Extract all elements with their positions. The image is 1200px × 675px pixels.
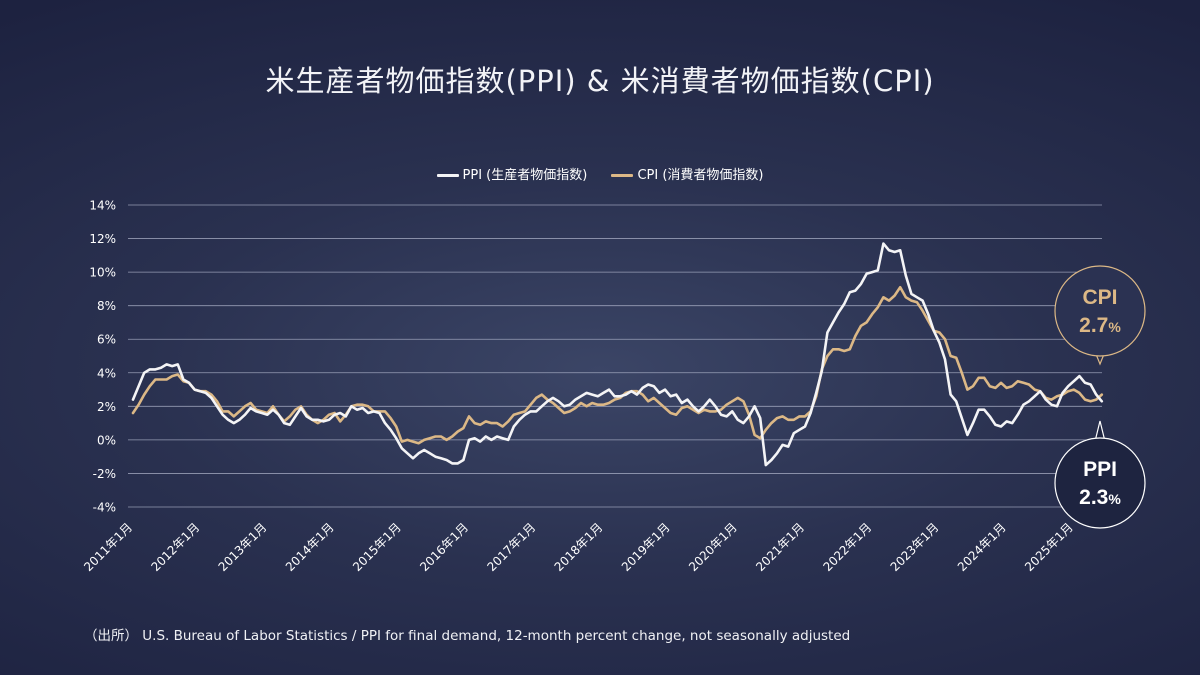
x-tick-label: 2012年1月 [148,520,202,574]
x-axis-ticks: 2011年1月 2012年1月 2013年1月 2014年1月 2015年1月 2016年… [81,520,1076,574]
y-tick-label: 8% [97,299,116,313]
cpi-callout-name: CPI [1082,286,1117,309]
cpi-line [131,285,1104,445]
x-tick-label: 2014年1月 [283,520,337,574]
legend-item-cpi: CPI (消費者物価指数) [611,164,763,183]
legend-item-ppi: PPI (生産者物価指数) [436,164,588,183]
source-note: （出所） U.S. Bureau of Labor Statistics / P… [84,628,851,644]
x-tick-label: 2013年1月 [216,520,270,574]
x-tick-label: 2022年1月 [820,520,874,574]
ppi-line [131,242,1104,467]
x-tick-label: 2015年1月 [350,520,404,574]
cpi-callout-value-group: 2.7% [1079,314,1121,337]
x-tick-label: 2019年1月 [619,520,673,574]
x-tick-label: 2025年1月 [1022,520,1076,574]
cpi-callout-unit: % [1108,319,1121,335]
x-tick-label: 2018年1月 [552,520,606,574]
y-tick-label: 2% [97,400,116,414]
y-tick-label: 12% [89,232,116,246]
ppi-callout: PPI 2.3% [1054,420,1146,529]
y-tick-label: -4% [93,501,116,515]
y-tick-label: -2% [93,467,116,481]
x-tick-label: 2023年1月 [888,520,942,574]
series-lines [131,242,1104,467]
x-tick-label: 2020年1月 [686,520,740,574]
x-tick-label: 2017年1月 [484,520,538,574]
y-tick-label: 6% [97,333,116,347]
legend-swatch-cpi [611,174,634,177]
x-tick-label: 2024年1月 [955,520,1009,574]
ppi-callout-value-group: 2.3% [1079,486,1121,509]
x-tick-label: 2016年1月 [417,520,471,574]
legend: PPI (生産者物価指数) CPI (消費者物価指数) [0,164,1200,183]
y-tick-label: 4% [97,366,116,380]
y-tick-label: 10% [89,266,116,280]
chart-title: 米生産者物価指数(PPI) & 米消費者物価指数(CPI) [265,64,935,98]
x-tick-label: 2011年1月 [81,520,135,574]
ppi-callout-value: 2.3 [1079,486,1108,509]
grid-lines [128,204,1102,508]
legend-label-ppi: PPI (生産者物価指数) [462,168,588,183]
y-axis-ticks: 14% 12% 10% 8% 6% 4% 2% 0% -2% -4% [89,199,116,515]
ppi-callout-unit: % [1108,491,1121,507]
y-tick-label: 0% [97,433,116,447]
y-tick-label: 14% [89,199,116,213]
ppi-callout-name: PPI [1083,458,1117,481]
cpi-callout: CPI 2.7% [1054,265,1146,366]
cpi-callout-value: 2.7 [1079,314,1108,337]
legend-swatch-ppi [436,174,459,177]
x-tick-label: 2021年1月 [753,520,807,574]
legend-label-cpi: CPI (消費者物価指数) [637,168,764,183]
